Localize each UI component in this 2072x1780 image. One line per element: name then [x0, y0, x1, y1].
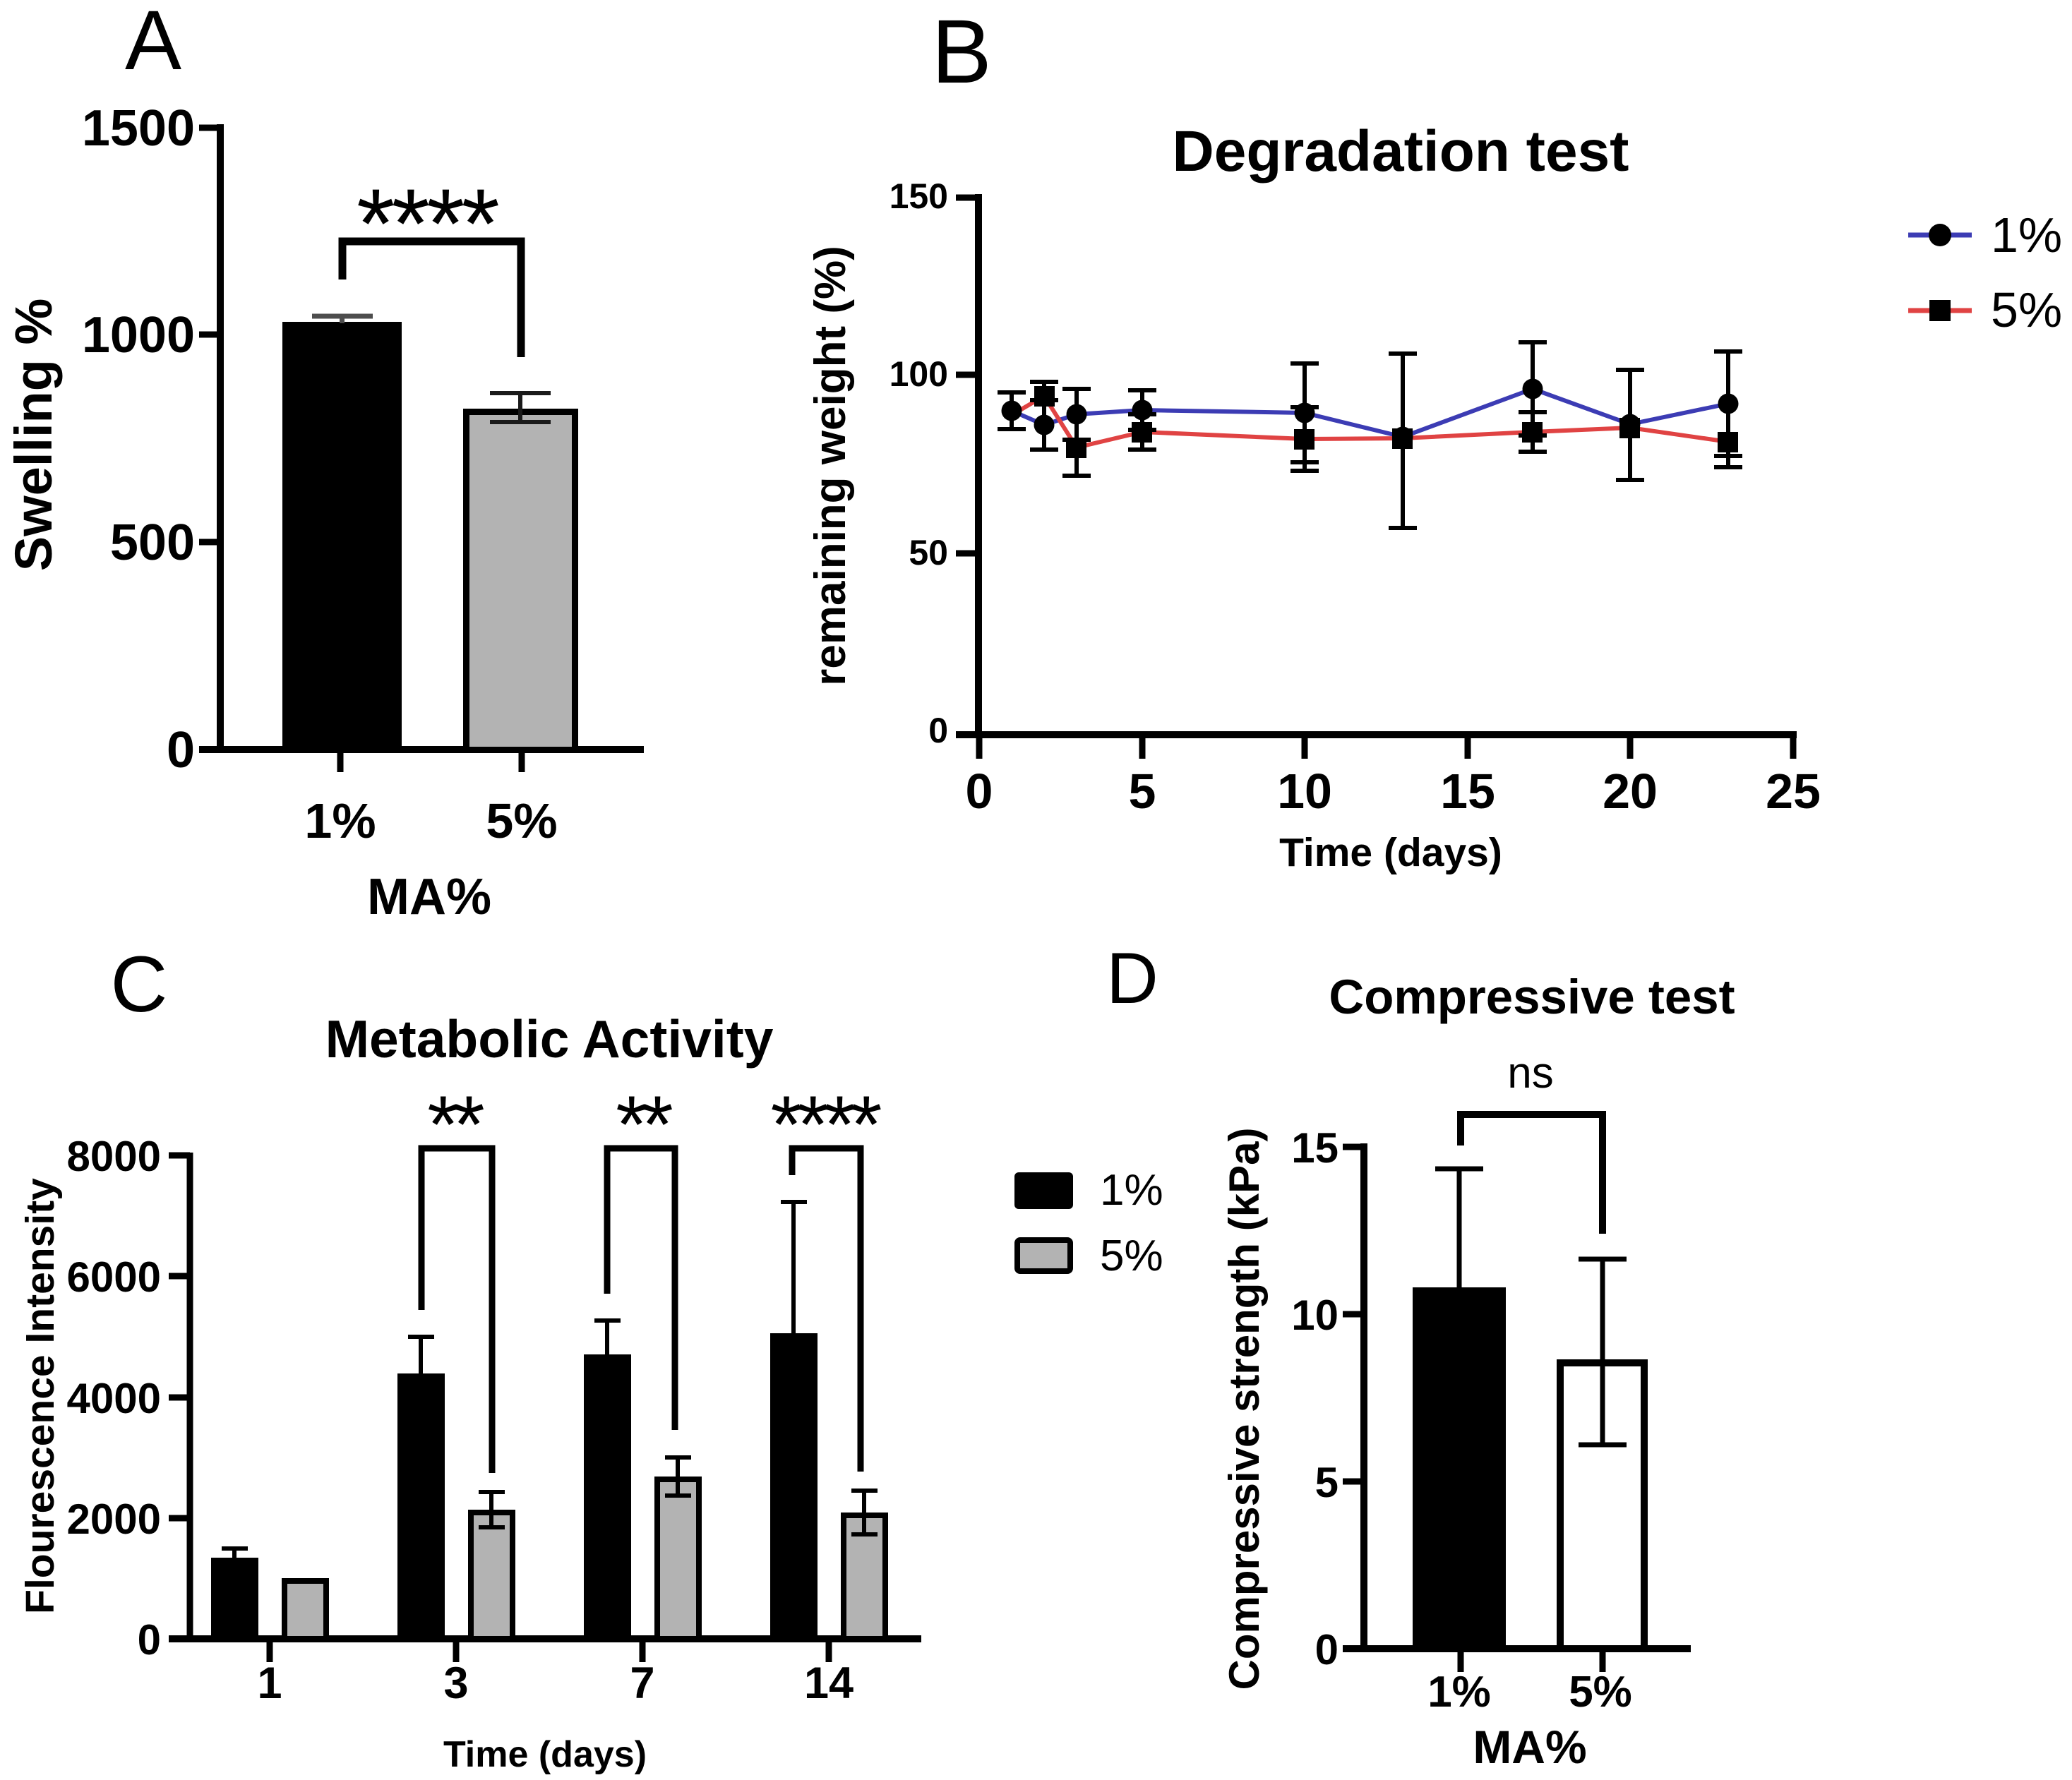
svg-text:1%: 1% [304, 793, 376, 848]
svg-text:6000: 6000 [67, 1253, 161, 1301]
svg-text:0: 0 [966, 764, 993, 819]
svg-text:0: 0 [928, 711, 948, 750]
svg-text:25: 25 [1766, 764, 1821, 819]
svg-text:1500: 1500 [82, 100, 195, 157]
svg-text:**: ** [616, 1080, 672, 1170]
svg-text:**: ** [427, 1080, 484, 1170]
svg-text:C: C [111, 940, 168, 1028]
svg-text:Flourescence Intensity: Flourescence Intensity [18, 1178, 63, 1614]
svg-text:1%: 1% [1100, 1166, 1163, 1215]
svg-text:10: 10 [1277, 764, 1332, 819]
svg-text:5%: 5% [1569, 1668, 1632, 1716]
svg-text:8000: 8000 [67, 1133, 161, 1180]
svg-text:0: 0 [138, 1616, 161, 1664]
svg-text:14: 14 [804, 1659, 854, 1708]
svg-text:2000: 2000 [67, 1496, 161, 1543]
svg-text:0: 0 [1315, 1626, 1339, 1673]
svg-text:ns: ns [1507, 1049, 1553, 1098]
svg-text:5: 5 [1129, 764, 1156, 819]
svg-text:MA%: MA% [1473, 1721, 1586, 1773]
svg-text:100: 100 [890, 354, 948, 394]
svg-text:15: 15 [1291, 1124, 1339, 1172]
svg-text:5%: 5% [1100, 1232, 1163, 1280]
svg-text:4000: 4000 [67, 1375, 161, 1422]
svg-text:0: 0 [167, 722, 195, 778]
svg-text:Metabolic Activity: Metabolic Activity [325, 1009, 774, 1069]
svg-text:****: **** [357, 168, 498, 279]
svg-text:1%: 1% [1991, 208, 2062, 263]
svg-text:Time (days): Time (days) [443, 1734, 647, 1775]
svg-text:5: 5 [1315, 1459, 1339, 1506]
svg-text:MA%: MA% [367, 869, 491, 925]
svg-text:remaining weight (%): remaining weight (%) [806, 246, 855, 685]
svg-text:1%: 1% [1427, 1668, 1491, 1716]
svg-text:Degradation test: Degradation test [1173, 119, 1629, 184]
svg-text:3: 3 [443, 1659, 468, 1708]
svg-text:Compressive test: Compressive test [1329, 970, 1735, 1024]
svg-text:5%: 5% [1991, 282, 2062, 337]
svg-text:Time (days): Time (days) [1279, 830, 1502, 875]
svg-text:20: 20 [1603, 764, 1658, 819]
svg-text:A: A [125, 0, 181, 88]
svg-text:****: **** [770, 1080, 880, 1170]
svg-text:B: B [931, 1, 991, 102]
svg-text:Compressive strength (kPa): Compressive strength (kPa) [1221, 1128, 1268, 1690]
svg-text:10: 10 [1291, 1292, 1339, 1339]
svg-text:1: 1 [257, 1659, 282, 1708]
svg-text:150: 150 [890, 176, 948, 216]
svg-text:Swelling %: Swelling % [4, 299, 63, 572]
svg-text:D: D [1106, 938, 1158, 1018]
svg-text:7: 7 [630, 1659, 654, 1708]
svg-text:50: 50 [909, 533, 948, 572]
svg-text:5%: 5% [486, 793, 557, 848]
svg-text:1000: 1000 [82, 307, 195, 363]
svg-text:500: 500 [110, 515, 195, 571]
svg-text:15: 15 [1440, 764, 1495, 819]
